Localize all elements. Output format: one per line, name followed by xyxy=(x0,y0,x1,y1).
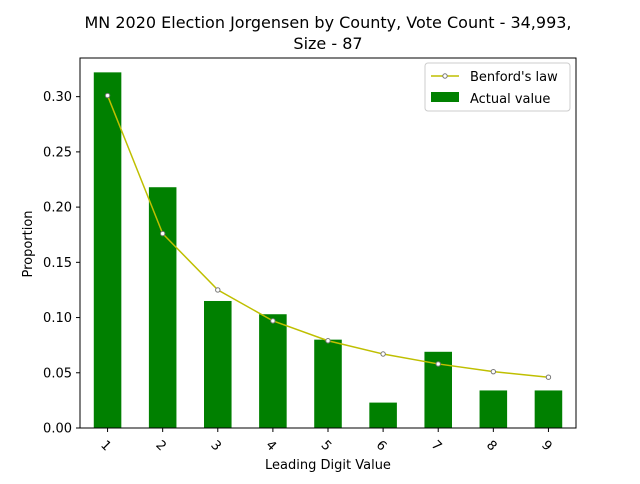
bars-layer xyxy=(93,72,563,428)
chart-title-line-2: Size - 87 xyxy=(293,34,362,53)
bar-digit-1 xyxy=(93,72,122,428)
bar-digit-6 xyxy=(369,402,397,428)
bar-digit-8 xyxy=(479,390,508,428)
y-tick-label: 0.15 xyxy=(43,256,72,271)
y-tick-label: 0.25 xyxy=(43,145,72,160)
y-axis-label: Proportion xyxy=(21,210,36,277)
bar-digit-9 xyxy=(534,390,563,428)
y-tick-label: 0.30 xyxy=(43,90,72,105)
legend-frame xyxy=(424,62,571,112)
y-tick-label: 0.00 xyxy=(43,422,72,437)
benford-point-5 xyxy=(325,338,331,344)
chart-title-line-1: MN 2020 Election Jorgensen by County, Vo… xyxy=(84,13,571,32)
legend: Benford's law Actual value xyxy=(424,62,571,112)
legend-bar-swatch xyxy=(431,92,459,102)
benford-point-1 xyxy=(104,92,111,99)
benford-point-2 xyxy=(159,230,166,237)
benford-point-4 xyxy=(270,318,276,324)
legend-label-benford: Benford's law xyxy=(470,70,558,85)
legend-label-actual: Actual value xyxy=(470,92,550,107)
benford-point-9 xyxy=(545,374,552,380)
bar-digit-4 xyxy=(259,314,287,428)
y-tick-label: 0.20 xyxy=(43,201,72,216)
y-tick-label: 0.05 xyxy=(43,366,72,381)
y-tick-label: 0.10 xyxy=(43,311,72,326)
x-axis-label: Leading Digit Value xyxy=(265,458,391,473)
benford-point-8 xyxy=(490,368,497,375)
bar-digit-5 xyxy=(314,339,342,428)
legend-line-marker xyxy=(442,73,448,79)
benford-point-6 xyxy=(380,351,386,357)
bar-digit-3 xyxy=(204,300,232,428)
benford-line-layer xyxy=(104,92,552,380)
benford-point-3 xyxy=(215,287,221,293)
benford-point-7 xyxy=(435,361,441,367)
bar-digit-2 xyxy=(148,187,177,428)
